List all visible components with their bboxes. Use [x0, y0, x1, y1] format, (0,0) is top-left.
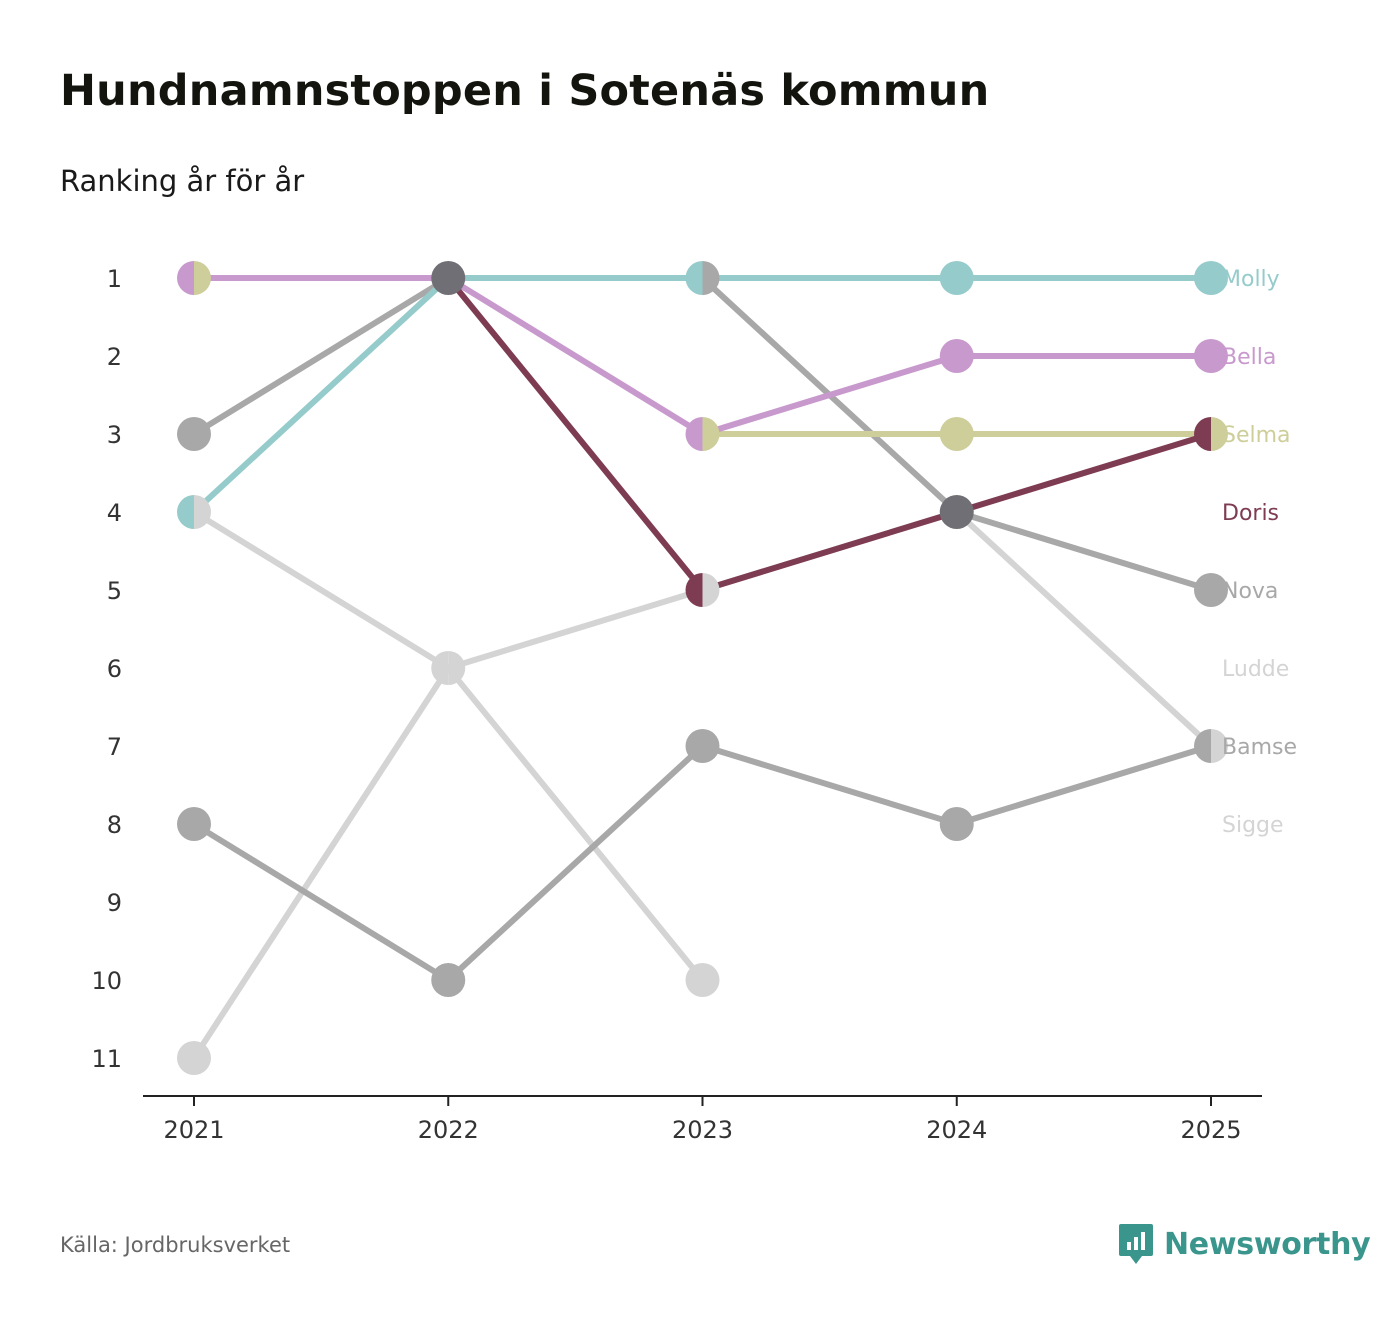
- x-tick-label: 2023: [672, 1116, 733, 1144]
- series-label-bella: Bella: [1222, 345, 1276, 370]
- data-point-2023-rank-3-bella: [685, 417, 703, 451]
- chart-subtitle: Ranking år för år: [60, 164, 305, 198]
- data-point-2024-rank-3: [939, 417, 974, 451]
- series-line-doris: [445, 275, 1214, 593]
- series-label-selma: Selma: [1222, 423, 1291, 448]
- data-point-2022-rank-1: [431, 261, 466, 295]
- y-tick-label: 4: [107, 499, 122, 527]
- y-tick-label: 2: [107, 343, 122, 371]
- data-point-2023-rank-5-doris: [685, 573, 703, 607]
- data-point-2024-rank-8: [939, 807, 974, 841]
- data-point-2021-rank-11: [177, 1041, 211, 1075]
- series-label-sigge: Sigge: [1222, 813, 1284, 838]
- data-point-2022-rank-10: [431, 963, 466, 997]
- series-label-molly: Molly: [1222, 267, 1280, 292]
- data-point-2024-rank-1: [939, 261, 974, 295]
- bump-chart: 1 2 3 4 5 6 7 8 9 10 11 2021 2022 2023 2024 2025 Molly…: [91, 261, 1297, 1144]
- newsworthy-logo-icon: [1119, 1224, 1153, 1264]
- y-tick-label: 6: [107, 655, 122, 683]
- data-point-2025-rank-3-doris: [1194, 417, 1211, 451]
- x-tick-label: 2024: [926, 1116, 987, 1144]
- data-point-2024-rank-4: [939, 495, 974, 529]
- data-point-2025-rank-5: [1194, 573, 1228, 607]
- data-point-2021-rank-4-ludde: [194, 495, 211, 529]
- y-tick-label: 5: [107, 577, 122, 605]
- series-line-bamse: [191, 743, 1214, 983]
- data-point-2023-rank-5-sigge: [702, 573, 720, 607]
- series-line-bella: [191, 275, 1214, 437]
- series-label-nova: Nova: [1222, 579, 1278, 604]
- x-tick-label: 2021: [163, 1116, 224, 1144]
- data-point-2021-rank-1-selma: [194, 261, 211, 295]
- data-point-2023-rank-1-molly: [685, 261, 703, 295]
- series-lines: [191, 275, 1214, 1061]
- data-point-2021-rank-3: [177, 417, 211, 451]
- data-point-2022-rank-6-ludde: [448, 651, 466, 685]
- series-label-bamse: Bamse: [1222, 735, 1297, 760]
- data-point-2021-rank-4-molly: [177, 495, 194, 529]
- data-point-2025-rank-2: [1194, 339, 1228, 373]
- series-line-molly: [191, 275, 1214, 515]
- data-point-2025-rank-3-selma: [1211, 417, 1228, 451]
- data-point-2021-rank-1-bella: [177, 261, 194, 295]
- data-point-2024-rank-2: [939, 339, 974, 373]
- y-tick-label: 7: [107, 733, 122, 761]
- data-point-2025-rank-7-sigge: [1211, 729, 1228, 763]
- series-points: [177, 261, 1228, 1075]
- series-label-doris: Doris: [1222, 501, 1279, 526]
- y-tick-label: 9: [107, 889, 122, 917]
- data-point-2023-rank-1-nova: [702, 261, 720, 295]
- data-point-2023-rank-10: [685, 963, 720, 997]
- data-point-2022-rank-6-sigge: [431, 651, 449, 685]
- data-point-2021-rank-8: [177, 807, 211, 841]
- y-tick-label: 1: [107, 265, 122, 293]
- series-label-ludde: Ludde: [1222, 657, 1289, 682]
- brand-name: Newsworthy: [1164, 1226, 1371, 1262]
- y-tick-label: 10: [91, 967, 122, 995]
- data-point-2023-rank-7: [685, 729, 720, 763]
- data-point-2023-rank-3-selma: [702, 417, 720, 451]
- x-axis: 2021 2022 2023 2024 2025: [143, 1095, 1262, 1144]
- source-note: Källa: Jordbruksverket: [60, 1233, 291, 1257]
- y-axis-ticks: 1 2 3 4 5 6 7 8 9 10 11: [91, 265, 122, 1073]
- series-labels: Molly Bella Selma Doris Nova Ludde Bamse Sigge: [1222, 267, 1297, 838]
- y-tick-label: 11: [91, 1045, 122, 1073]
- chart-title: Hundnamnstoppen i Sotenäs kommun: [60, 66, 990, 116]
- data-point-2025-rank-1: [1194, 261, 1228, 295]
- y-tick-label: 3: [107, 421, 122, 449]
- brand-logo[interactable]: Newsworthy: [1118, 1222, 1371, 1266]
- x-tick-label: 2022: [418, 1116, 479, 1144]
- series-line-ludde: [191, 509, 706, 983]
- data-point-2025-rank-7-bamse: [1194, 729, 1211, 763]
- x-tick-label: 2025: [1180, 1116, 1241, 1144]
- y-tick-label: 8: [107, 811, 122, 839]
